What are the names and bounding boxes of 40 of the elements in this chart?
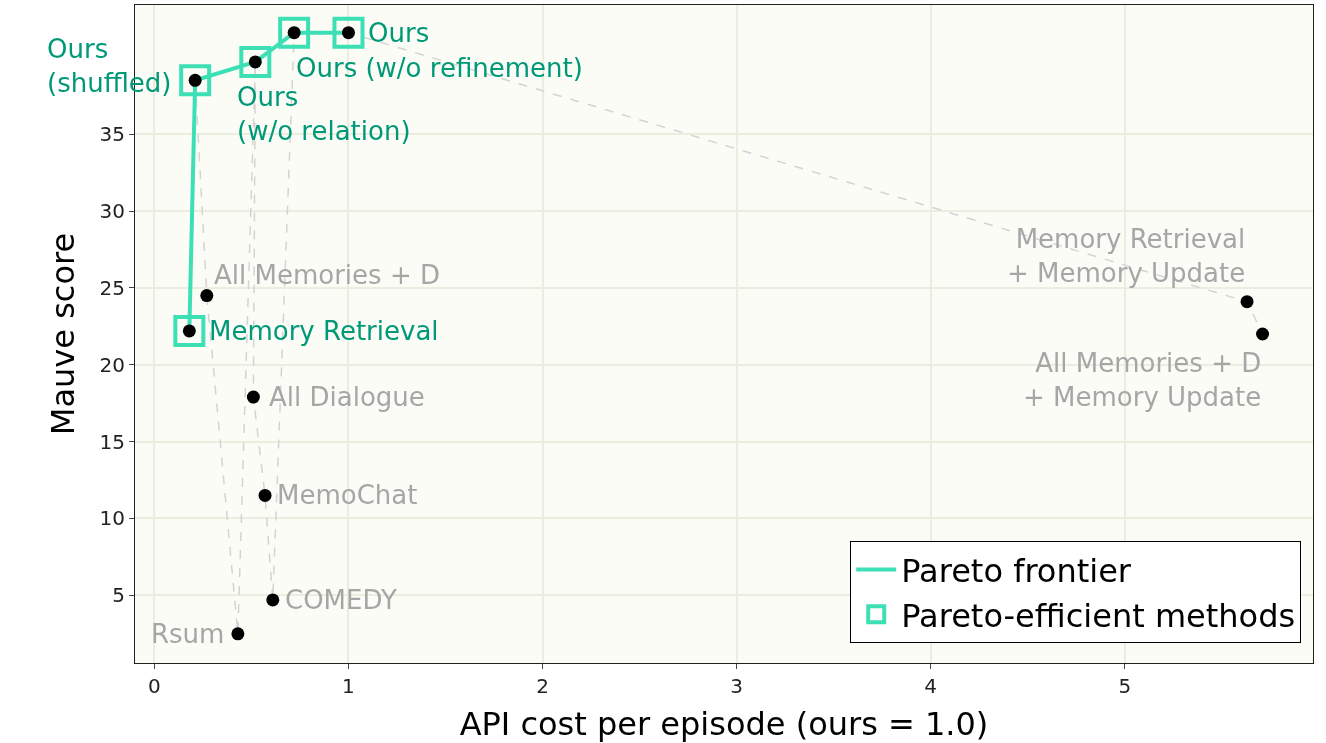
y-tick-label: 35 <box>99 122 125 147</box>
x-tick-label: 4 <box>924 674 938 698</box>
y-tick-label: 25 <box>99 275 125 300</box>
point <box>258 488 272 502</box>
y-tick-label: 10 <box>99 506 125 531</box>
x-tick-label: 2 <box>536 674 549 698</box>
point <box>1240 295 1254 309</box>
annotation: MemoChat <box>277 480 418 510</box>
y-tick-label: 30 <box>99 199 125 224</box>
annotation: Memory Retrieval <box>209 316 439 346</box>
x-tick-label: 5 <box>1118 674 1132 698</box>
annotation: Memory Retrieval + Memory Update <box>1007 224 1246 288</box>
point <box>179 64 212 97</box>
point <box>332 16 365 49</box>
y-axis-title: Mauve score <box>43 232 82 436</box>
x-tick-label: 3 <box>730 674 743 698</box>
annotation: All Memories + D <box>214 260 440 290</box>
point <box>231 627 245 641</box>
point <box>239 45 272 78</box>
annotation: Ours (w/o refinement) <box>296 53 583 83</box>
annotation: Ours <box>368 18 430 48</box>
annotation: All Memories + D + Memory Update <box>1023 348 1262 412</box>
x-tick-label: 1 <box>342 674 355 698</box>
y-tick-label: 5 <box>112 583 125 608</box>
annotation: All Dialogue <box>269 382 425 412</box>
legend-label: Pareto-efficient methods <box>901 596 1296 635</box>
annotation: COMEDY <box>285 585 398 615</box>
point <box>173 314 206 347</box>
legend-label: Pareto frontier <box>901 552 1132 591</box>
point <box>266 593 280 607</box>
point <box>278 16 311 49</box>
x-axis-title: API cost per episode (ours = 1.0) <box>459 704 989 743</box>
annotation: Rsum <box>151 619 225 649</box>
annotation: Ours (w/o relation) <box>237 82 411 146</box>
point <box>200 289 214 303</box>
y-tick-label: 20 <box>99 352 125 377</box>
point <box>246 390 260 404</box>
y-tick-label: 15 <box>99 429 125 454</box>
x-tick-label: 0 <box>148 674 161 698</box>
point <box>1256 327 1270 341</box>
